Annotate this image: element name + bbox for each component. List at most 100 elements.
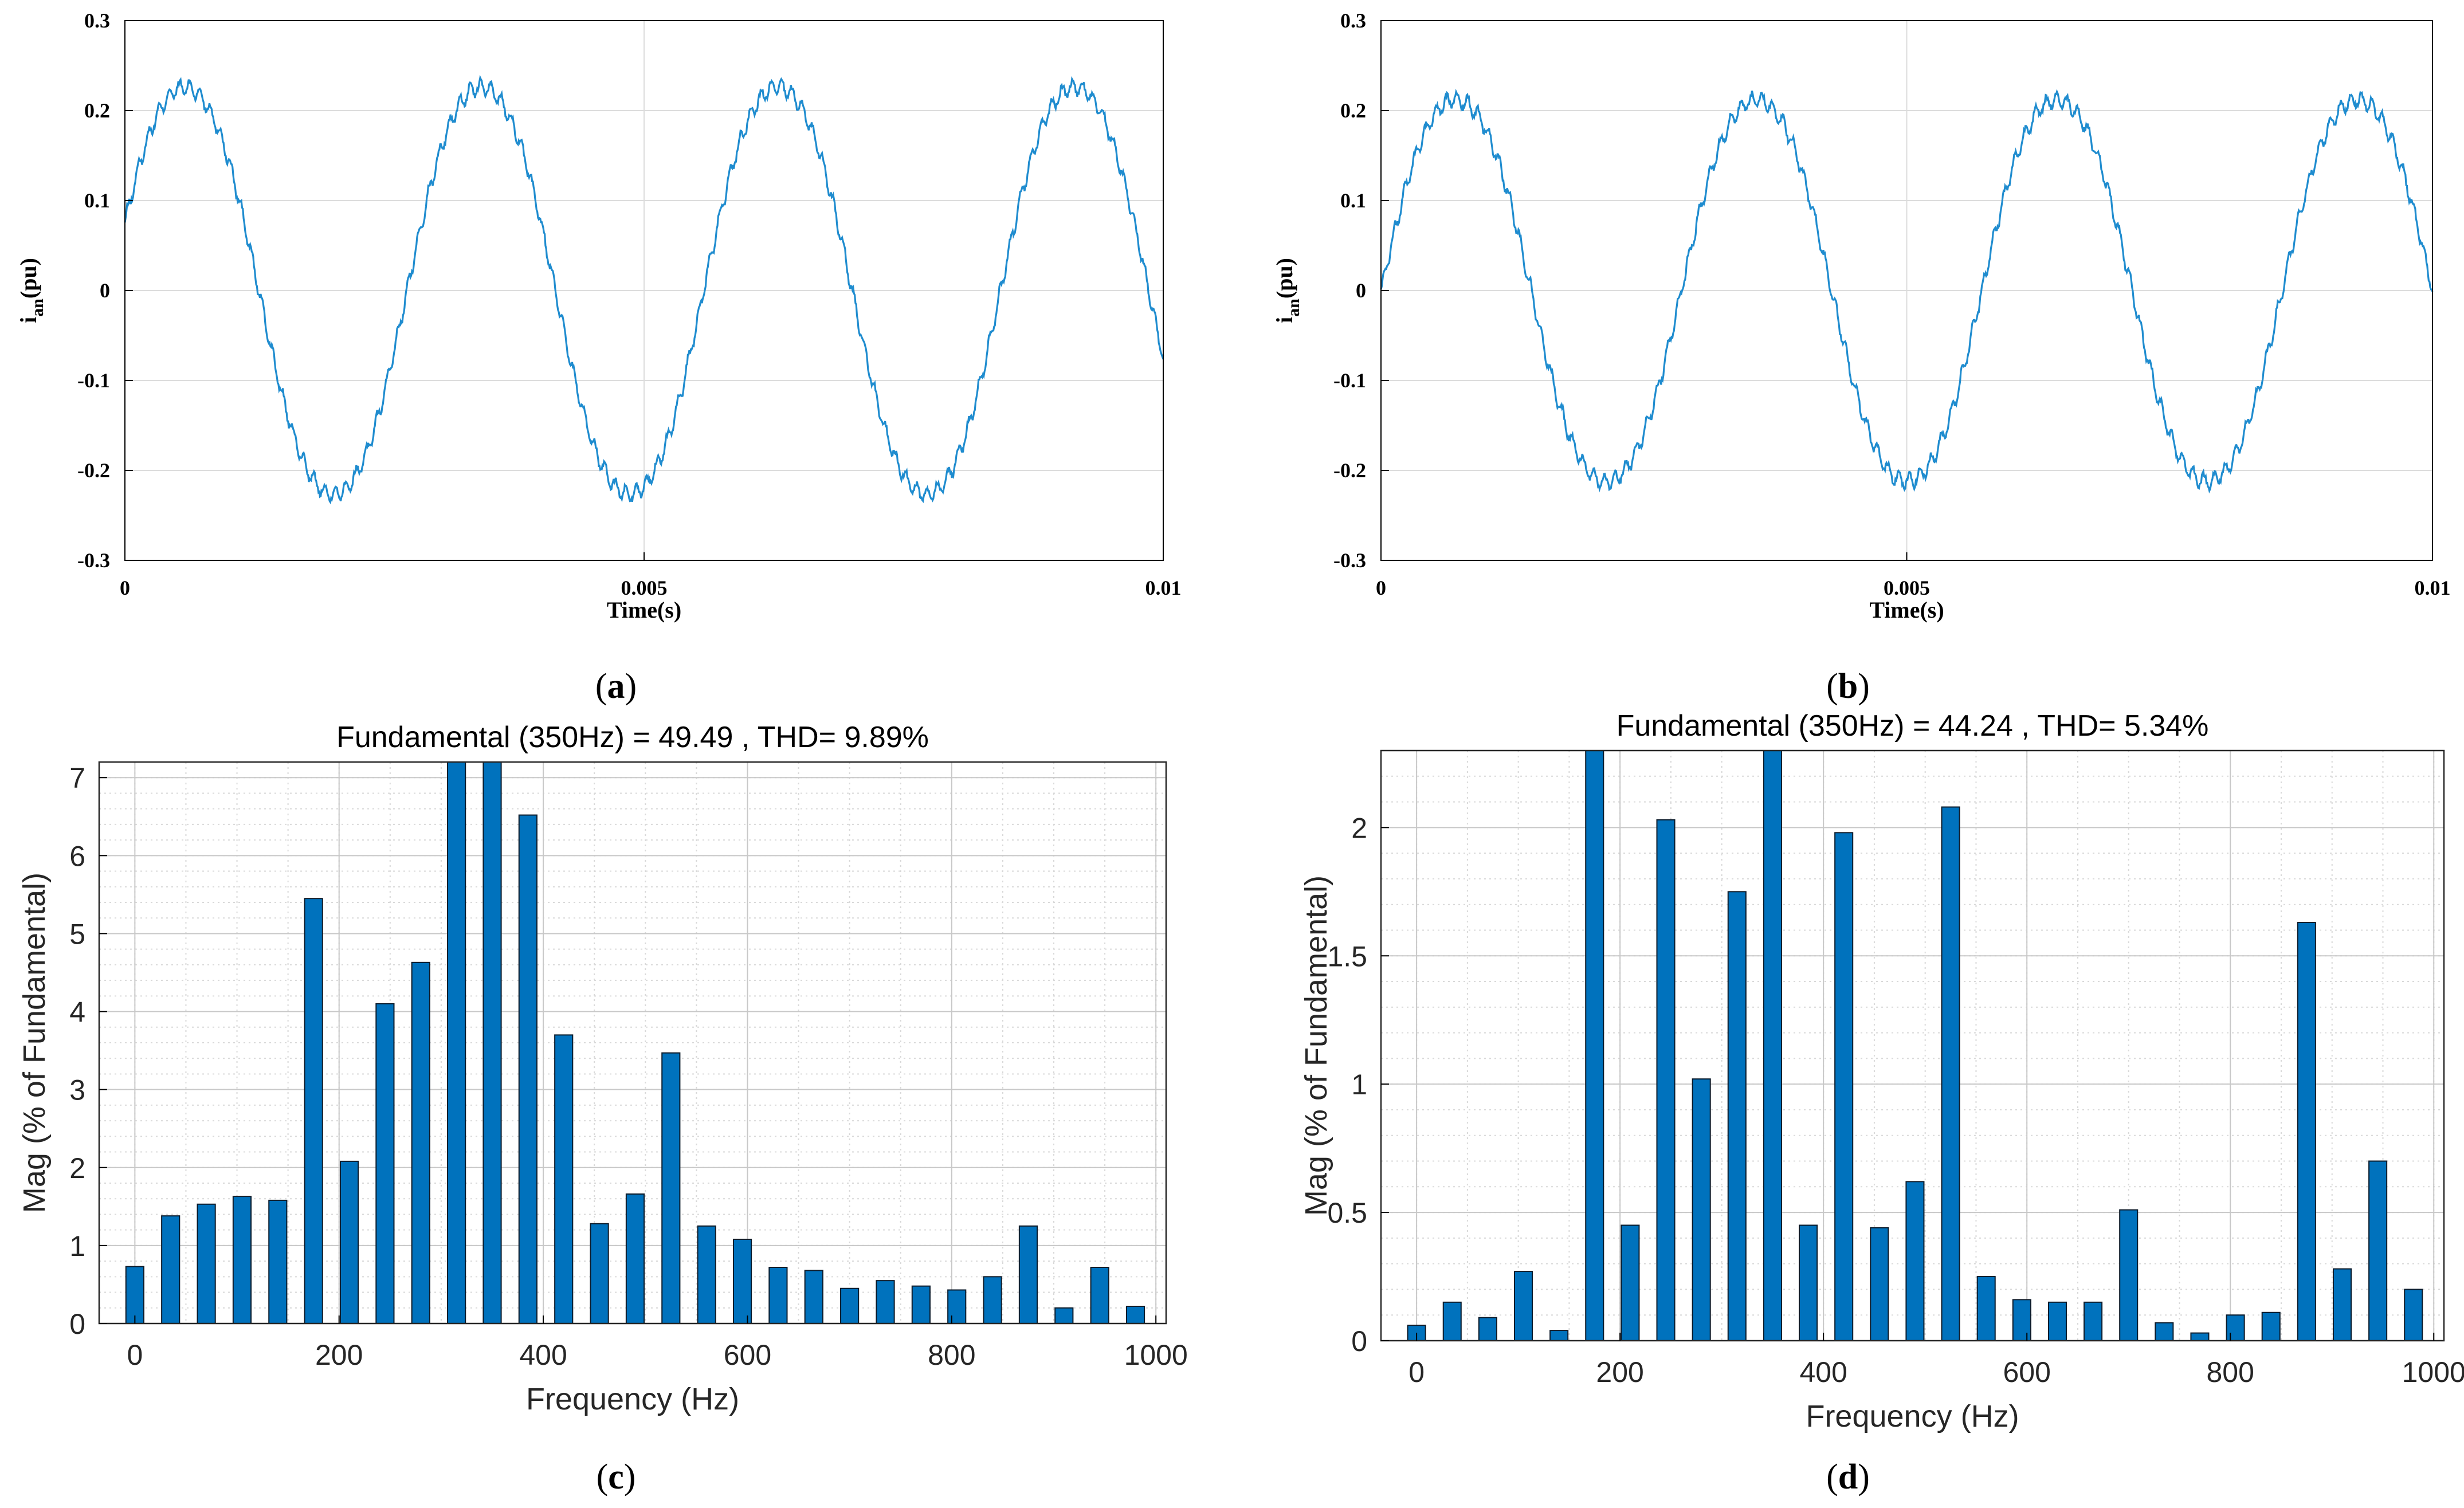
bar-595hz <box>2012 1299 2031 1342</box>
bar-315hz <box>447 761 466 1324</box>
panel-label-close: ) <box>624 1458 636 1497</box>
bar-490hz <box>625 1193 645 1325</box>
x-tick-label: 0 <box>1376 576 1386 599</box>
y-tick-label: -0.1 <box>77 369 110 392</box>
y-tick-label: 0.5 <box>1327 1197 1367 1229</box>
bar-105hz <box>1513 1271 1533 1341</box>
bar-280hz <box>1692 1078 1711 1342</box>
bar-350hz <box>482 761 502 1324</box>
y-tick-label: 1 <box>1351 1069 1367 1101</box>
panel-label-close: ) <box>1858 667 1870 706</box>
bar-70hz <box>197 1203 216 1324</box>
bar-385hz <box>518 814 537 1324</box>
bar-280hz <box>411 961 430 1324</box>
bar-140hz <box>268 1199 288 1324</box>
panel-label-letter: d <box>1838 1458 1858 1497</box>
bar-770hz <box>911 1285 931 1325</box>
x-axis-label: Time(s) <box>1869 597 1944 623</box>
y-tick-label: 6 <box>69 840 85 872</box>
bar-665hz <box>2084 1301 2103 1342</box>
bar-875hz <box>1018 1225 1038 1324</box>
y-axis-label-sub: an <box>28 299 47 317</box>
bar-175hz <box>1585 750 1604 1341</box>
y-tick-label: 0.1 <box>1340 189 1366 212</box>
bar-175hz <box>304 898 323 1324</box>
bar-700hz <box>2119 1209 2139 1341</box>
y-tick-label: 0 <box>100 279 110 302</box>
bar-910hz <box>2332 1268 2352 1341</box>
chart-title: Fundamental (350Hz) = 49.49 , THD= 9.89% <box>336 721 929 754</box>
y-axis-label: Mag (% of Fundamental) <box>1299 875 1333 1216</box>
panel-label-open: ( <box>1826 667 1838 706</box>
bar-35hz <box>1442 1301 1462 1342</box>
bar-385hz <box>1799 1224 1818 1342</box>
bar-945hz <box>2368 1160 2388 1341</box>
y-tick-label: 1.5 <box>1327 940 1367 972</box>
y-tick-label: -0.2 <box>77 459 110 482</box>
bar-735hz <box>2155 1322 2174 1341</box>
y-tick-label: -0.1 <box>1333 369 1366 392</box>
x-axis-label: Frequency (Hz) <box>1806 1399 2019 1434</box>
panel-label: (c) <box>597 1458 636 1497</box>
y-tick-label: 0 <box>1351 1325 1367 1357</box>
y-axis-label-sub: an <box>1284 299 1303 317</box>
panel-label-open: ( <box>1826 1458 1838 1497</box>
bar-630hz <box>2047 1301 2067 1342</box>
x-axis-label: Frequency (Hz) <box>526 1382 739 1416</box>
bar-105hz <box>232 1196 252 1325</box>
bar-455hz <box>1870 1227 1889 1342</box>
x-tick-label: 1000 <box>1124 1339 1188 1371</box>
y-tick-label: -0.3 <box>77 549 110 572</box>
y-tick-label: 3 <box>69 1074 85 1106</box>
bar-140hz <box>1549 1330 1569 1341</box>
panel-label-letter: b <box>1838 667 1858 706</box>
y-axis-label: ian(pu) <box>15 258 47 323</box>
bar-840hz <box>2261 1311 2281 1341</box>
panel-label-letter: c <box>608 1458 624 1497</box>
y-tick-label: 0.2 <box>1340 99 1366 122</box>
bar-245hz <box>375 1003 395 1324</box>
x-tick-label: 600 <box>2003 1356 2050 1388</box>
x-tick-label: 400 <box>1799 1356 1847 1388</box>
panel-label-close: ) <box>1858 1458 1870 1497</box>
y-tick-label: 0.2 <box>84 99 110 122</box>
x-tick-label: 800 <box>928 1339 975 1371</box>
bar-525hz <box>661 1052 681 1324</box>
y-tick-label: 2 <box>69 1152 85 1184</box>
y-axis-label-unit: (pu) <box>15 258 41 299</box>
y-tick-label: 0 <box>1356 279 1366 302</box>
axes-frame <box>1380 749 2445 1342</box>
y-tick-label: -0.3 <box>1333 549 1366 572</box>
x-tick-label: 0 <box>127 1339 143 1371</box>
x-tick-label: 200 <box>1596 1356 1643 1388</box>
chart-a: -0.3 -0.2 -0.1 0 0.1 0.2 0.3 0 0.005 0.01 Time(s) i… <box>15 9 1182 706</box>
chart-d: 0 0.5 1 1.5 2 0 200 400 600 800 1000 Frequency (Hz)… <box>1299 709 2464 1497</box>
x-tick-label: 0.005 <box>621 576 668 599</box>
bar-455hz <box>590 1223 609 1325</box>
x-tick-label: 1000 <box>2402 1356 2464 1388</box>
x-tick-label: 800 <box>2207 1356 2254 1388</box>
bar-840hz <box>983 1276 1002 1324</box>
y-tick-label: -0.2 <box>1333 459 1366 482</box>
x-tick-label: 200 <box>315 1339 363 1371</box>
bar-700hz <box>840 1287 860 1324</box>
bar-875hz <box>2297 922 2316 1341</box>
panel-label-close: ) <box>625 667 637 706</box>
x-tick-label: 600 <box>724 1339 771 1371</box>
bar-70hz <box>1478 1317 1497 1341</box>
y-axis-label-main: i <box>1272 317 1297 323</box>
bar-735hz <box>876 1280 895 1325</box>
bar-910hz <box>1054 1307 1074 1325</box>
chart-title: Fundamental (350Hz) = 44.24 , THD= 5.34% <box>1616 709 2209 743</box>
bar-980hz <box>2404 1289 2423 1342</box>
y-tick-label: 0.1 <box>84 189 110 212</box>
series-line <box>1380 88 2434 494</box>
bar-980hz <box>1125 1306 1145 1325</box>
bar-350hz <box>1763 750 1782 1341</box>
bar-420hz <box>554 1034 574 1325</box>
chart-c: 0 1 2 3 4 5 6 7 0 200 400 600 800 1000 Frequency (Hz) M… <box>17 721 1188 1497</box>
x-tick-label: 0.005 <box>1884 576 1930 599</box>
bar-315hz <box>1727 891 1747 1341</box>
axes-frame <box>98 761 1167 1325</box>
